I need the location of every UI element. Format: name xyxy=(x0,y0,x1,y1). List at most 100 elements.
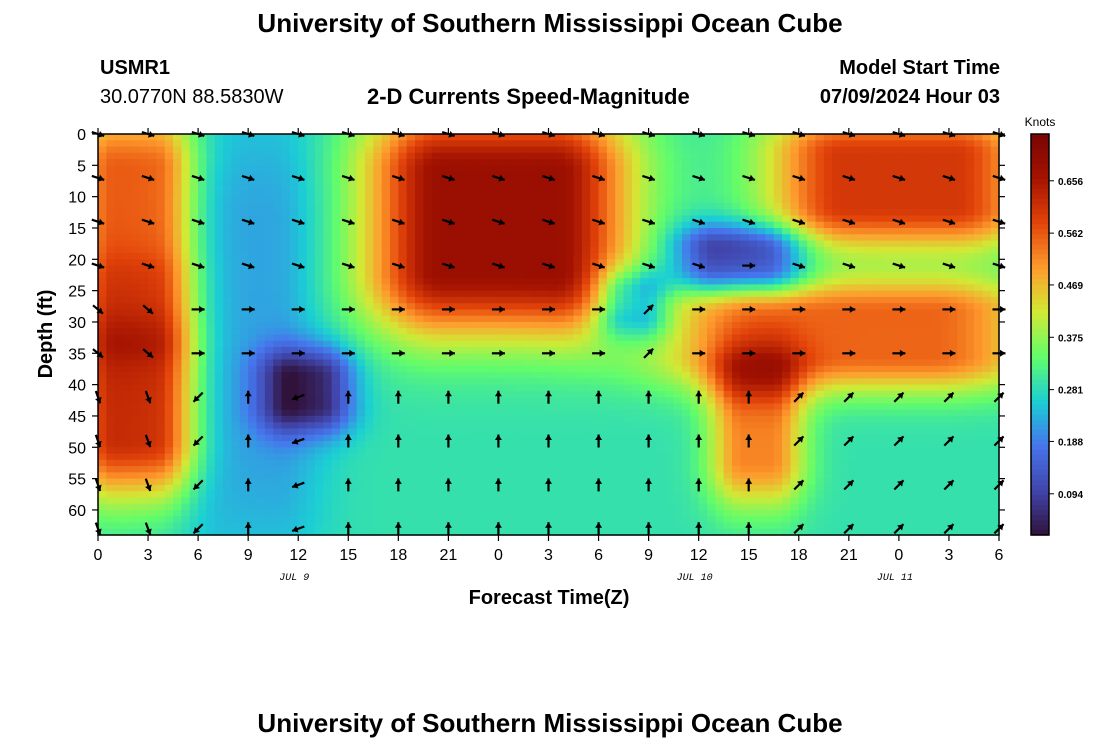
heatmap-cell xyxy=(448,328,458,336)
heatmap-cell xyxy=(698,246,708,254)
heatmap-cell xyxy=(573,422,583,430)
heatmap-cell xyxy=(239,215,249,223)
heatmap-cell xyxy=(148,253,157,260)
heatmap-cell xyxy=(448,334,458,342)
heatmap-cell xyxy=(214,278,224,285)
heatmap-cell xyxy=(540,459,550,467)
heatmap-cell xyxy=(656,165,666,173)
heatmap-cell xyxy=(189,459,199,467)
heatmap-cell xyxy=(373,472,383,480)
heatmap-cell xyxy=(631,397,641,405)
heatmap-cell xyxy=(598,271,608,279)
heatmap-cell xyxy=(565,415,575,423)
heatmap-cell xyxy=(490,321,500,329)
heatmap-cell xyxy=(698,516,708,524)
heatmap-cell xyxy=(640,478,650,486)
heatmap-cell xyxy=(623,390,633,398)
heatmap-cell xyxy=(740,303,750,311)
heatmap-cell xyxy=(723,516,733,524)
heatmap-cell xyxy=(440,403,449,411)
heatmap-cell xyxy=(448,309,458,317)
heatmap-cell xyxy=(573,497,583,505)
heatmap-cell xyxy=(198,159,208,166)
heatmap-cell xyxy=(640,328,650,336)
heatmap-cell xyxy=(231,484,241,492)
heatmap-cell xyxy=(623,265,633,273)
heatmap-cell xyxy=(515,215,525,223)
heatmap-cell xyxy=(364,321,374,329)
heatmap-cell xyxy=(515,171,525,179)
heatmap-cell xyxy=(406,303,416,311)
heatmap-cell xyxy=(715,246,725,254)
heatmap-cell xyxy=(331,334,341,342)
heatmap-cell xyxy=(690,459,700,467)
heatmap-cell xyxy=(548,447,558,455)
heatmap-cell xyxy=(139,278,149,285)
heatmap-cell xyxy=(106,309,116,317)
heatmap-cell xyxy=(306,459,316,467)
heatmap-cell xyxy=(523,209,533,217)
heatmap-cell xyxy=(273,503,283,511)
heatmap-cell xyxy=(223,522,233,530)
heatmap-cell xyxy=(431,497,441,505)
heatmap-cell xyxy=(273,271,283,279)
heatmap-cell xyxy=(289,271,299,279)
heatmap-cell xyxy=(423,152,433,160)
heatmap-cell xyxy=(640,390,650,398)
heatmap-cell xyxy=(556,134,566,141)
heatmap-cell xyxy=(540,353,550,361)
heatmap-cell xyxy=(398,221,408,229)
heatmap-cell xyxy=(415,171,424,179)
heatmap-cell xyxy=(423,259,433,267)
heatmap-cell xyxy=(490,202,500,210)
heatmap-cell xyxy=(606,434,616,442)
heatmap-cell xyxy=(515,184,525,191)
heatmap-cell xyxy=(398,240,408,248)
heatmap-cell xyxy=(431,353,441,361)
heatmap-cell xyxy=(206,497,216,505)
heatmap-cell xyxy=(114,159,124,166)
heatmap-cell xyxy=(98,290,107,298)
heatmap-cell xyxy=(640,384,650,392)
heatmap-cell xyxy=(173,384,183,392)
heatmap-cell xyxy=(732,152,741,160)
heatmap-cell xyxy=(698,422,708,430)
heatmap-cell xyxy=(498,184,508,191)
heatmap-cell xyxy=(223,240,233,248)
heatmap-cell xyxy=(123,516,132,524)
heatmap-cell xyxy=(681,140,691,148)
heatmap-cell xyxy=(498,284,508,292)
heatmap-cell xyxy=(581,459,591,467)
heatmap-cell xyxy=(465,372,475,379)
heatmap-cell xyxy=(339,296,349,304)
heatmap-cell xyxy=(456,321,466,329)
heatmap-cell xyxy=(498,315,508,323)
heatmap-cell xyxy=(264,202,274,210)
heatmap-cell xyxy=(114,403,124,411)
heatmap-cell xyxy=(148,503,157,511)
heatmap-cell xyxy=(732,196,741,204)
heatmap-cell xyxy=(590,441,600,448)
heatmap-cell xyxy=(565,215,575,223)
heatmap-cell xyxy=(373,409,383,417)
heatmap-cell xyxy=(264,284,274,292)
heatmap-cell xyxy=(681,284,691,292)
heatmap-cell xyxy=(690,146,700,154)
heatmap-cell xyxy=(590,202,600,210)
heatmap-cell xyxy=(123,284,132,292)
heatmap-cell xyxy=(164,309,174,317)
heatmap-cell xyxy=(114,428,124,436)
heatmap-cell xyxy=(631,340,641,348)
heatmap-cell xyxy=(148,146,157,154)
heatmap-cell xyxy=(331,303,341,311)
heatmap-cell xyxy=(540,134,550,141)
heatmap-cell xyxy=(506,453,516,461)
heatmap-cell xyxy=(456,397,466,405)
heatmap-cell xyxy=(348,202,358,210)
heatmap-cell xyxy=(440,278,449,285)
heatmap-cell xyxy=(273,403,283,411)
heatmap-cell xyxy=(131,202,141,210)
heatmap-cell xyxy=(681,240,691,248)
heatmap-cell xyxy=(448,227,458,235)
heatmap-cell xyxy=(548,484,558,492)
